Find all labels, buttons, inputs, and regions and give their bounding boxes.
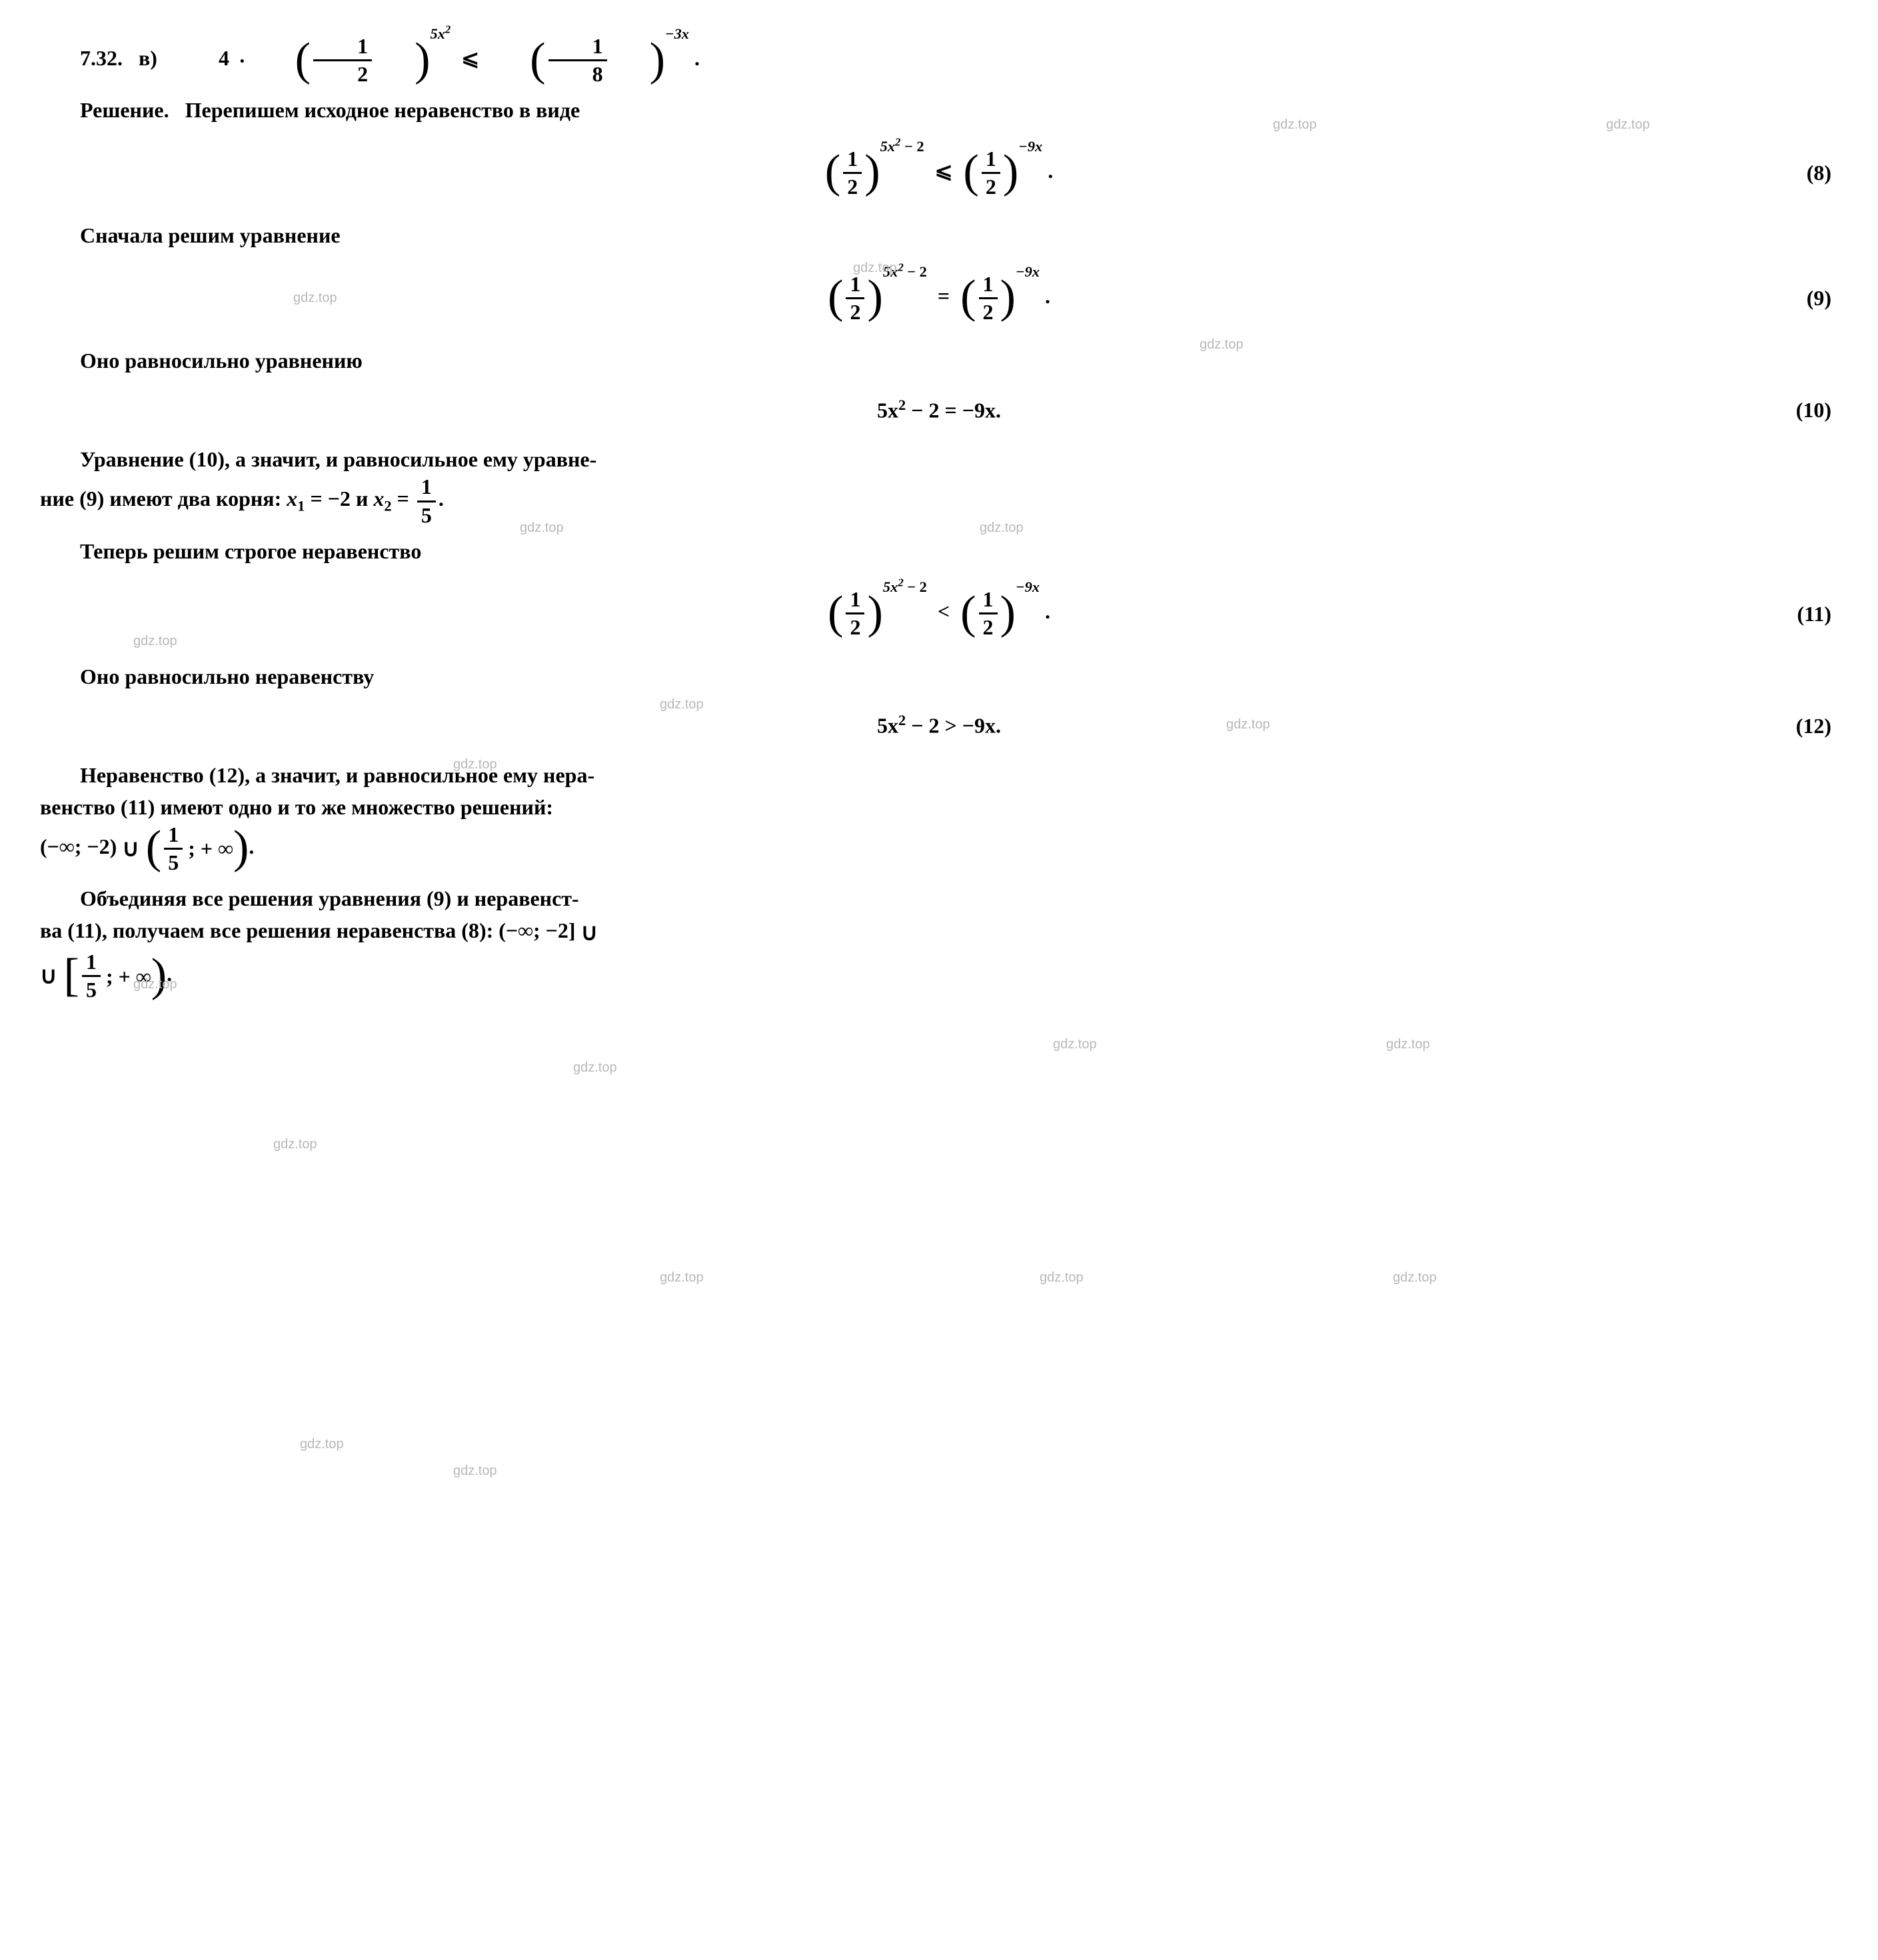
watermark: gdz.top <box>1386 1034 1430 1054</box>
equation-9-label: (9) <box>1807 282 1831 314</box>
interval-1: (−∞; −2) ∪ 1 5 ; + ∞ . <box>40 823 1838 874</box>
problem-statement: 7.32. в) 4 · 1 2 5x2 ⩽ 1 8 −3x . <box>40 35 1838 86</box>
watermark: gdz.top <box>1393 1268 1437 1288</box>
watermark: gdz.top <box>573 1058 617 1078</box>
equation-11: 1 2 5x2 − 2 < 1 2 −9x . (11) <box>40 580 1838 647</box>
equation-9: 1 2 5x2 − 2 = 1 2 −9x . (9) <box>40 265 1838 331</box>
watermark: gdz.top <box>1040 1268 1084 1288</box>
solution-line-4a: Уравнение (10), а значит, и равносильное… <box>40 443 1838 475</box>
solution-line-5: Теперь решим строгое неравенство <box>40 535 1838 567</box>
watermark: gdz.top <box>300 1434 344 1454</box>
equation-10: 5x2 − 2 = −9x. (10) <box>40 390 1838 430</box>
problem-number: 7.32. <box>80 46 123 70</box>
equation-8-label: (8) <box>1807 157 1831 189</box>
watermark: gdz.top <box>660 1268 704 1288</box>
solution-label: Решение. <box>80 98 169 122</box>
solution-line-1: Решение. Перепишем исходное неравенство … <box>40 94 1838 126</box>
equation-10-label: (10) <box>1796 394 1831 426</box>
equation-11-label: (11) <box>1797 598 1831 630</box>
interval-2: ∪ 1 5 ; + ∞ . <box>40 950 1838 1002</box>
solution-line-3: Оно равносильно уравнению <box>40 345 1838 377</box>
solution-line-8b: ва (11), получаем все решения неравенств… <box>40 914 1838 950</box>
solution-line-7b: венство (11) имеют одно и то же множеств… <box>40 791 1838 823</box>
solution-line-8a: Объединяя все решения уравнения (9) и не… <box>40 882 1838 914</box>
problem-expression: 4 · 1 2 5x2 ⩽ 1 8 −3x . <box>179 35 700 86</box>
watermark: gdz.top <box>273 1134 317 1154</box>
solution-line-6: Оно равносильно неравенству <box>40 660 1838 692</box>
solution-line-4b: ние (9) имеют два корня: x1 = −2 и x2 = … <box>40 475 1838 526</box>
equation-12: 5x2 − 2 > −9x. (12) <box>40 706 1838 746</box>
watermark: gdz.top <box>453 1461 497 1481</box>
solution-line-2: Сначала решим уравнение <box>40 219 1838 251</box>
watermark: gdz.top <box>1053 1034 1097 1054</box>
equation-8: 1 2 5x2 − 2 ⩽ 1 2 −9x . (8) <box>40 139 1838 206</box>
solution-line-7a: Неравенство (12), а значит, и равносильн… <box>40 759 1838 791</box>
problem-part: в) <box>139 46 157 70</box>
equation-12-label: (12) <box>1796 710 1831 742</box>
math-solution-document: 7.32. в) 4 · 1 2 5x2 ⩽ 1 8 −3x . <box>40 35 1838 1002</box>
